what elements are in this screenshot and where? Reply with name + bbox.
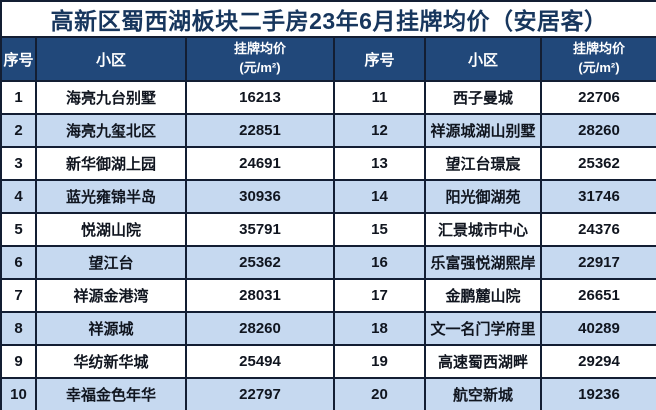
table-row: 2 海亮九玺北区 22851 12 祥源城湖山别墅 28260 — [0, 113, 656, 148]
cell-price: 28260 — [539, 113, 656, 148]
cell-community: 祥源城湖山别墅 — [424, 113, 542, 148]
cell-no: 8 — [0, 311, 37, 346]
cell-community: 海亮九玺北区 — [35, 113, 187, 148]
cell-price: 30936 — [185, 179, 335, 214]
cell-price: 25362 — [185, 245, 335, 280]
cell-no: 2 — [0, 113, 37, 148]
cell-price: 28260 — [185, 311, 335, 346]
cell-price: 22706 — [539, 80, 656, 115]
table-row: 4 蓝光雍锦半岛 30936 14 阳光御湖苑 31746 — [0, 179, 656, 214]
col-header-community-right: 小区 — [424, 36, 542, 82]
cell-no: 17 — [333, 278, 426, 313]
col-header-price-right: 挂牌均价 (元/m²) — [539, 36, 656, 82]
cell-price: 31746 — [539, 179, 656, 214]
cell-price: 26651 — [539, 278, 656, 313]
cell-price: 24691 — [185, 146, 335, 181]
table-row: 1 海亮九台别墅 16213 11 西子曼城 22706 — [0, 80, 656, 115]
cell-no: 3 — [0, 146, 37, 181]
cell-no: 18 — [333, 311, 426, 346]
table-row: 3 新华御湖上园 24691 13 望江台璟宸 25362 — [0, 146, 656, 181]
price-header-line1: 挂牌均价 — [573, 41, 626, 57]
cell-community: 幸福金色年华 — [35, 377, 187, 410]
page-title: 高新区蜀西湖板块二手房23年6月挂牌均价（安居客） — [0, 0, 656, 38]
cell-community: 蓝光雍锦半岛 — [35, 179, 187, 214]
cell-community: 悦湖山院 — [35, 212, 187, 247]
cell-community: 金鹏麓山院 — [424, 278, 542, 313]
table-row: 10 幸福金色年华 22797 20 航空新城 19236 — [0, 377, 656, 410]
cell-price: 40289 — [539, 311, 656, 346]
col-header-no-right: 序号 — [333, 36, 426, 82]
cell-price: 19236 — [539, 377, 656, 410]
cell-price: 24376 — [539, 212, 656, 247]
cell-price: 29294 — [539, 344, 656, 379]
cell-price: 16213 — [185, 80, 335, 115]
cell-no: 20 — [333, 377, 426, 410]
cell-no: 5 — [0, 212, 37, 247]
cell-no: 15 — [333, 212, 426, 247]
cell-price: 22851 — [185, 113, 335, 148]
cell-no: 9 — [0, 344, 37, 379]
table-row: 5 悦湖山院 35791 15 汇景城市中心 24376 — [0, 212, 656, 247]
cell-no: 13 — [333, 146, 426, 181]
cell-no: 12 — [333, 113, 426, 148]
table-row: 9 华纺新华城 25494 19 高速蜀西湖畔 29294 — [0, 344, 656, 379]
header-row: 序号 小区 挂牌均价 (元/m²) 序号 小区 挂牌均价 (元/m²) — [0, 36, 656, 82]
cell-no: 1 — [0, 80, 37, 115]
col-header-community-left: 小区 — [35, 36, 187, 82]
price-header-line1: 挂牌均价 — [233, 41, 286, 57]
cell-no: 14 — [333, 179, 426, 214]
table-row: 6 望江台 25362 16 乐富强悦湖熙岸 22917 — [0, 245, 656, 280]
table-row: 8 祥源城 28260 18 文一名门学府里 40289 — [0, 311, 656, 346]
cell-no: 19 — [333, 344, 426, 379]
cell-no: 6 — [0, 245, 37, 280]
cell-price: 25494 — [185, 344, 335, 379]
cell-price: 22797 — [185, 377, 335, 410]
title-row: 高新区蜀西湖板块二手房23年6月挂牌均价（安居客） — [0, 0, 656, 38]
cell-community: 祥源金港湾 — [35, 278, 187, 313]
cell-community: 汇景城市中心 — [424, 212, 542, 247]
cell-no: 4 — [0, 179, 37, 214]
cell-community: 乐富强悦湖熙岸 — [424, 245, 542, 280]
cell-no: 7 — [0, 278, 37, 313]
price-header-line2: (元/m²) — [578, 60, 620, 75]
cell-community: 祥源城 — [35, 311, 187, 346]
cell-community: 新华御湖上园 — [35, 146, 187, 181]
cell-community: 望江台 — [35, 245, 187, 280]
col-header-no-left: 序号 — [0, 36, 37, 82]
cell-price: 35791 — [185, 212, 335, 247]
cell-community: 华纺新华城 — [35, 344, 187, 379]
cell-price: 28031 — [185, 278, 335, 313]
cell-community: 望江台璟宸 — [424, 146, 542, 181]
price-header-line2: (元/m²) — [239, 60, 281, 75]
col-header-price-left: 挂牌均价 (元/m²) — [185, 36, 335, 82]
cell-price: 25362 — [539, 146, 656, 181]
cell-no: 10 — [0, 377, 37, 410]
cell-community: 高速蜀西湖畔 — [424, 344, 542, 379]
cell-no: 11 — [333, 80, 426, 115]
cell-community: 阳光御湖苑 — [424, 179, 542, 214]
cell-community: 文一名门学府里 — [424, 311, 542, 346]
cell-no: 16 — [333, 245, 426, 280]
cell-community: 西子曼城 — [424, 80, 542, 115]
cell-community: 航空新城 — [424, 377, 542, 410]
cell-community: 海亮九台别墅 — [35, 80, 187, 115]
table-row: 7 祥源金港湾 28031 17 金鹏麓山院 26651 — [0, 278, 656, 313]
cell-price: 22917 — [539, 245, 656, 280]
